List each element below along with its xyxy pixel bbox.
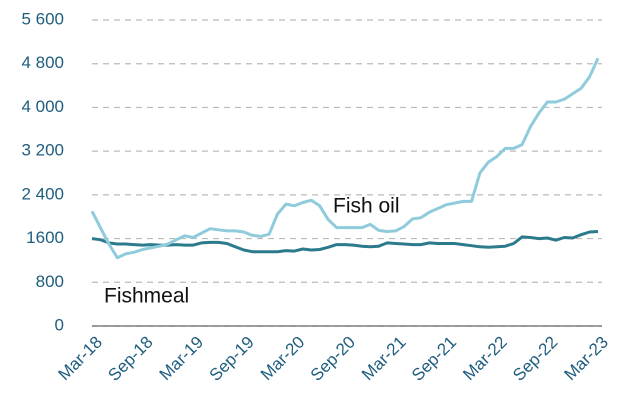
series-line [91, 230, 599, 254]
series-label: Fish oil [333, 195, 400, 218]
y-tick-label: 0 [55, 315, 64, 334]
y-tick-label: 5 600 [21, 9, 64, 28]
y-tick-label: 4 000 [21, 97, 64, 116]
x-tick-label: Sep-21 [408, 333, 460, 385]
y-tick-label: 3 200 [21, 141, 64, 160]
x-tick-label: Mar-21 [358, 333, 410, 385]
y-tick-label: 4 800 [21, 53, 64, 72]
series-line [90, 57, 600, 260]
x-tick-label: Mar-23 [560, 333, 612, 385]
y-tick-label: 1600 [26, 228, 64, 247]
y-tick-label: 800 [36, 272, 64, 291]
x-tick-label: Sep-19 [206, 333, 258, 385]
x-tick-label: Sep-18 [104, 333, 156, 385]
x-tick-label: Sep-22 [509, 333, 561, 385]
x-tick-label: Sep-20 [307, 333, 359, 385]
x-tick-label: Mar-19 [156, 333, 208, 385]
x-tick-label: Mar-18 [54, 333, 106, 385]
x-tick-label: Mar-22 [459, 333, 511, 385]
series-label: Fishmeal [104, 285, 189, 308]
y-tick-label: 2 400 [21, 184, 64, 203]
x-tick-label: Mar-20 [257, 333, 309, 385]
